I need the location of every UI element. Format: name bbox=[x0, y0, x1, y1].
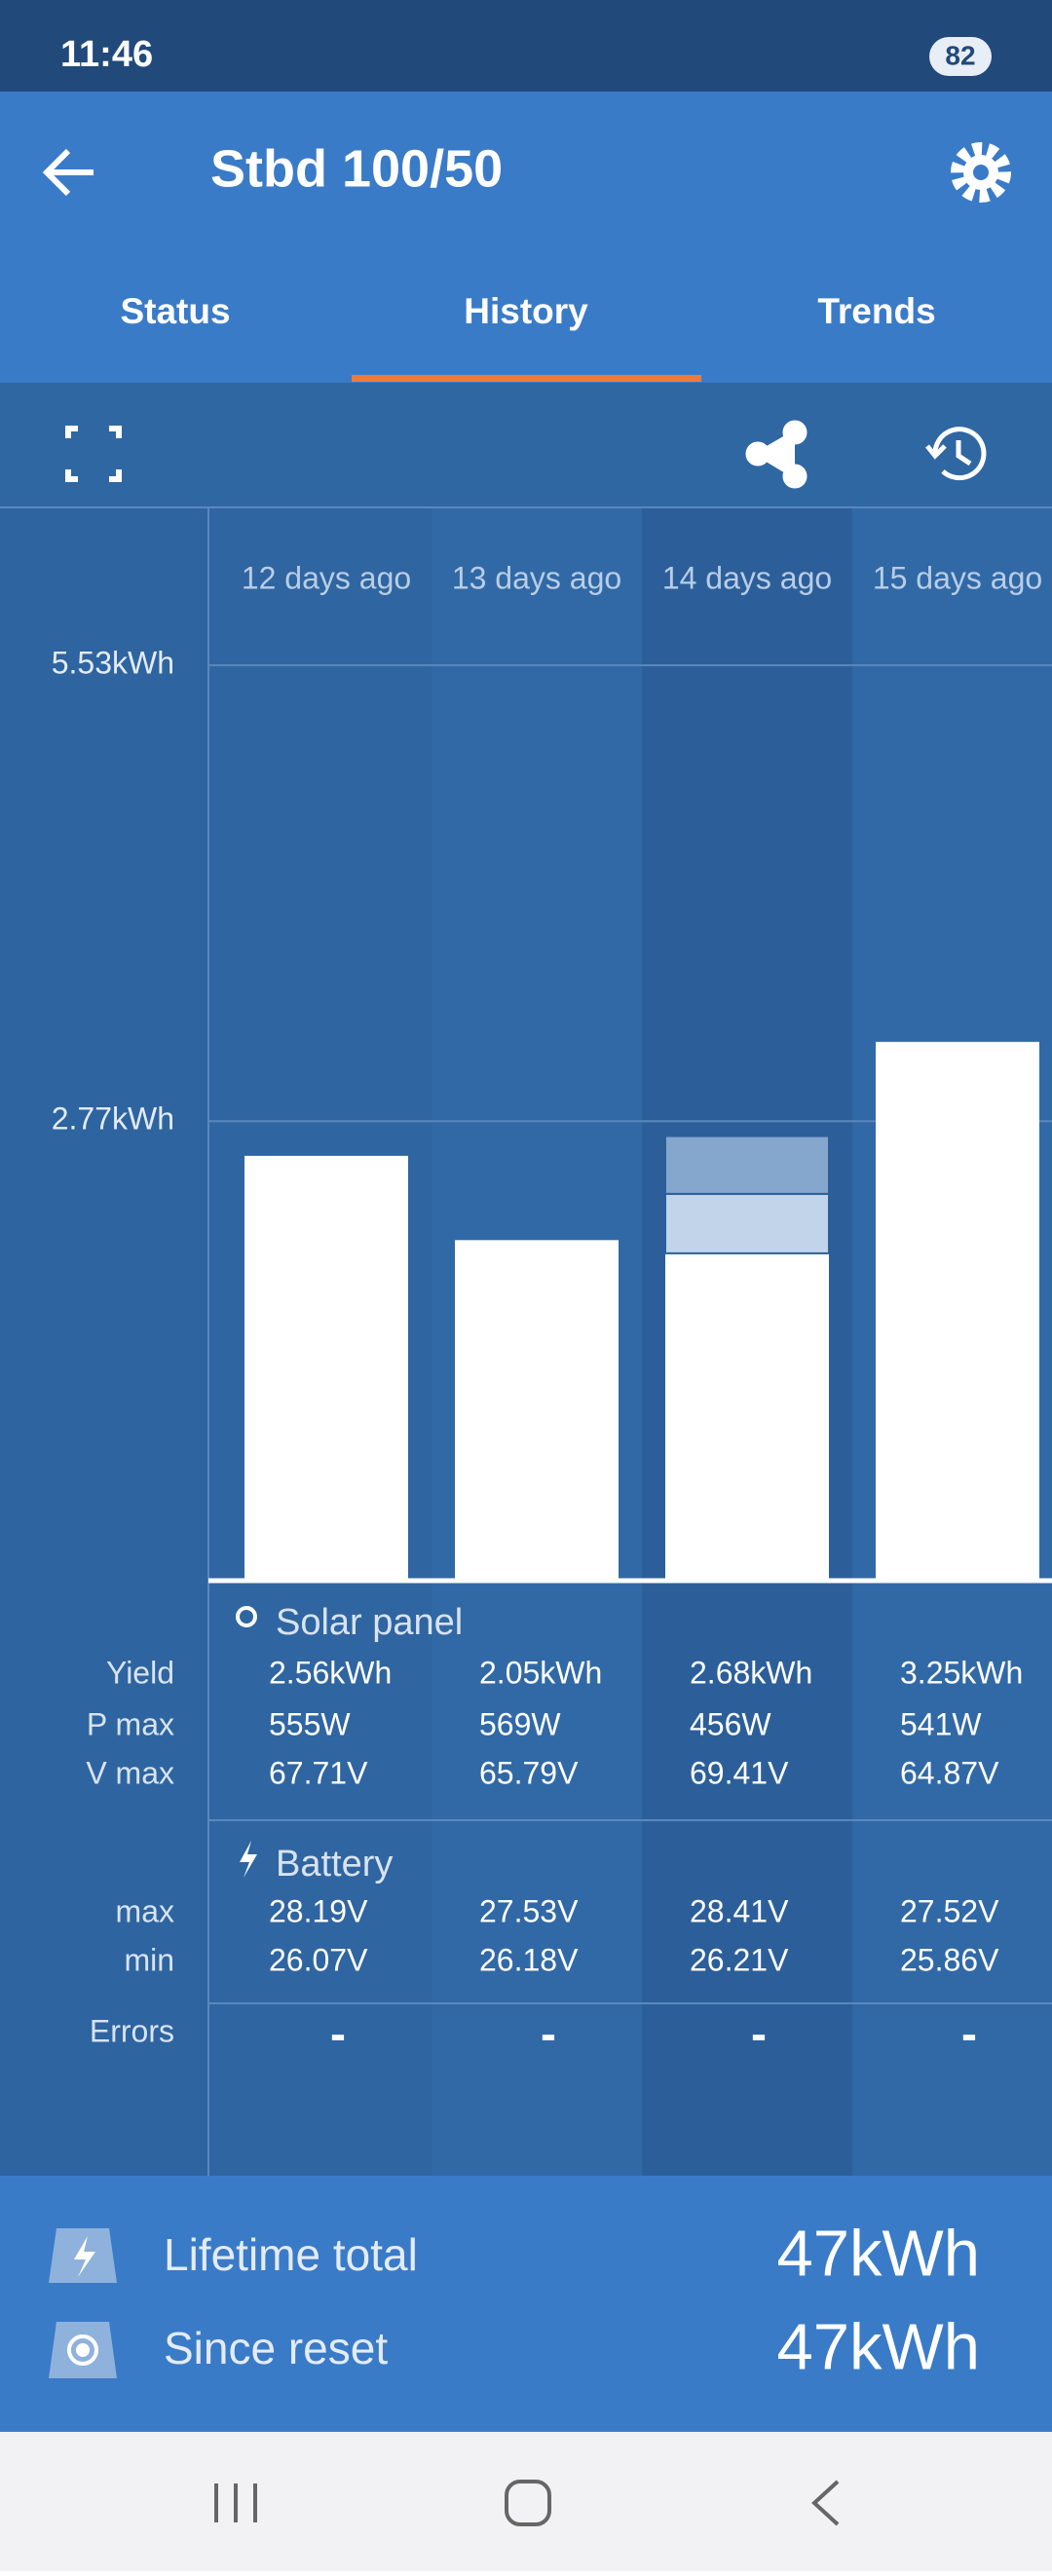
x-tick-label: 13 days ago bbox=[452, 560, 621, 595]
row-label: Errors bbox=[90, 2013, 174, 2048]
share-button[interactable] bbox=[745, 420, 808, 489]
footer-label: Lifetime total bbox=[164, 2229, 418, 2280]
cell: 26.18V bbox=[479, 1942, 579, 1977]
time: 11:46 bbox=[60, 34, 153, 75]
footer-label: Since reset bbox=[164, 2323, 388, 2373]
error-cell: - bbox=[961, 2009, 977, 2061]
home-button[interactable] bbox=[505, 2480, 551, 2526]
cell: 69.41V bbox=[690, 1755, 789, 1790]
section-title: Solar panel bbox=[276, 1602, 463, 1643]
tab[interactable]: Status bbox=[120, 291, 230, 331]
row-label: Yield bbox=[106, 1655, 174, 1690]
sun-icon bbox=[236, 1606, 257, 1627]
battery-pill bbox=[929, 37, 992, 76]
bar-segment bbox=[244, 1155, 408, 1579]
tab-indicator bbox=[352, 375, 701, 382]
row-label: min bbox=[124, 1942, 174, 1977]
battery: 82 bbox=[945, 40, 975, 70]
bolt bbox=[74, 2236, 95, 2277]
cell: 2.68kWh bbox=[690, 1655, 812, 1690]
x-tick-label: 15 days ago bbox=[873, 560, 1042, 595]
cell: 2.05kWh bbox=[479, 1655, 602, 1690]
recents-button[interactable] bbox=[214, 2483, 257, 2522]
cell: 64.87V bbox=[900, 1755, 999, 1790]
bar-segment bbox=[664, 1192, 830, 1254]
title: Stbd 100/50 bbox=[210, 139, 503, 198]
back-nav[interactable] bbox=[811, 2480, 840, 2526]
cell: 26.07V bbox=[269, 1942, 368, 1977]
tab[interactable]: Trends bbox=[817, 291, 935, 331]
cell: 456W bbox=[690, 1706, 771, 1741]
footer bbox=[0, 2176, 1052, 2432]
reset-dot bbox=[76, 2343, 90, 2357]
nav-bar bbox=[0, 2432, 1052, 2571]
cell: 569W bbox=[479, 1706, 561, 1741]
back-button[interactable] bbox=[42, 148, 94, 197]
bar-segment bbox=[876, 1041, 1039, 1579]
x-tick-label: 14 days ago bbox=[662, 560, 832, 595]
cell: 25.86V bbox=[900, 1942, 999, 1977]
cell: 3.25kWh bbox=[900, 1655, 1023, 1690]
reset-ring bbox=[67, 2334, 98, 2366]
cell: 27.52V bbox=[900, 1893, 999, 1928]
x-tick-label: 12 days ago bbox=[242, 560, 411, 595]
cell: 26.21V bbox=[690, 1942, 789, 1977]
cell: 27.53V bbox=[479, 1893, 579, 1928]
settings-button[interactable] bbox=[951, 142, 1011, 203]
error-cell: - bbox=[751, 2009, 767, 2061]
fullscreen-button[interactable] bbox=[65, 426, 122, 482]
row-label: P max bbox=[87, 1706, 174, 1741]
bar-segment bbox=[665, 1252, 829, 1579]
footer-value: 47kWh bbox=[776, 2311, 980, 2384]
cell: 2.56kWh bbox=[269, 1655, 392, 1690]
error-cell: - bbox=[330, 2009, 346, 2061]
cell: 541W bbox=[900, 1706, 982, 1741]
row-label: max bbox=[116, 1893, 174, 1928]
toolbar bbox=[0, 383, 1052, 507]
section-title: Battery bbox=[276, 1844, 393, 1885]
cell: 555W bbox=[269, 1706, 351, 1741]
history-button[interactable] bbox=[925, 427, 987, 481]
tab[interactable]: History bbox=[464, 291, 588, 331]
settings-hole bbox=[973, 165, 989, 180]
footer-value: 47kWh bbox=[776, 2218, 980, 2291]
row-label: V max bbox=[86, 1755, 174, 1790]
bar-segment bbox=[455, 1240, 619, 1579]
y-tick-label: 2.77kWh bbox=[52, 1101, 174, 1137]
cell: 65.79V bbox=[479, 1755, 579, 1790]
y-tick-label: 5.53kWh bbox=[52, 646, 174, 681]
cell: 67.71V bbox=[269, 1755, 368, 1790]
cell: 28.19V bbox=[269, 1893, 368, 1928]
cell: 28.41V bbox=[690, 1893, 789, 1928]
status-bar bbox=[0, 0, 1052, 92]
bolt-icon bbox=[240, 1841, 257, 1878]
app-bar bbox=[0, 92, 1052, 383]
bar-segment bbox=[664, 1135, 830, 1195]
error-cell: - bbox=[541, 2009, 556, 2061]
